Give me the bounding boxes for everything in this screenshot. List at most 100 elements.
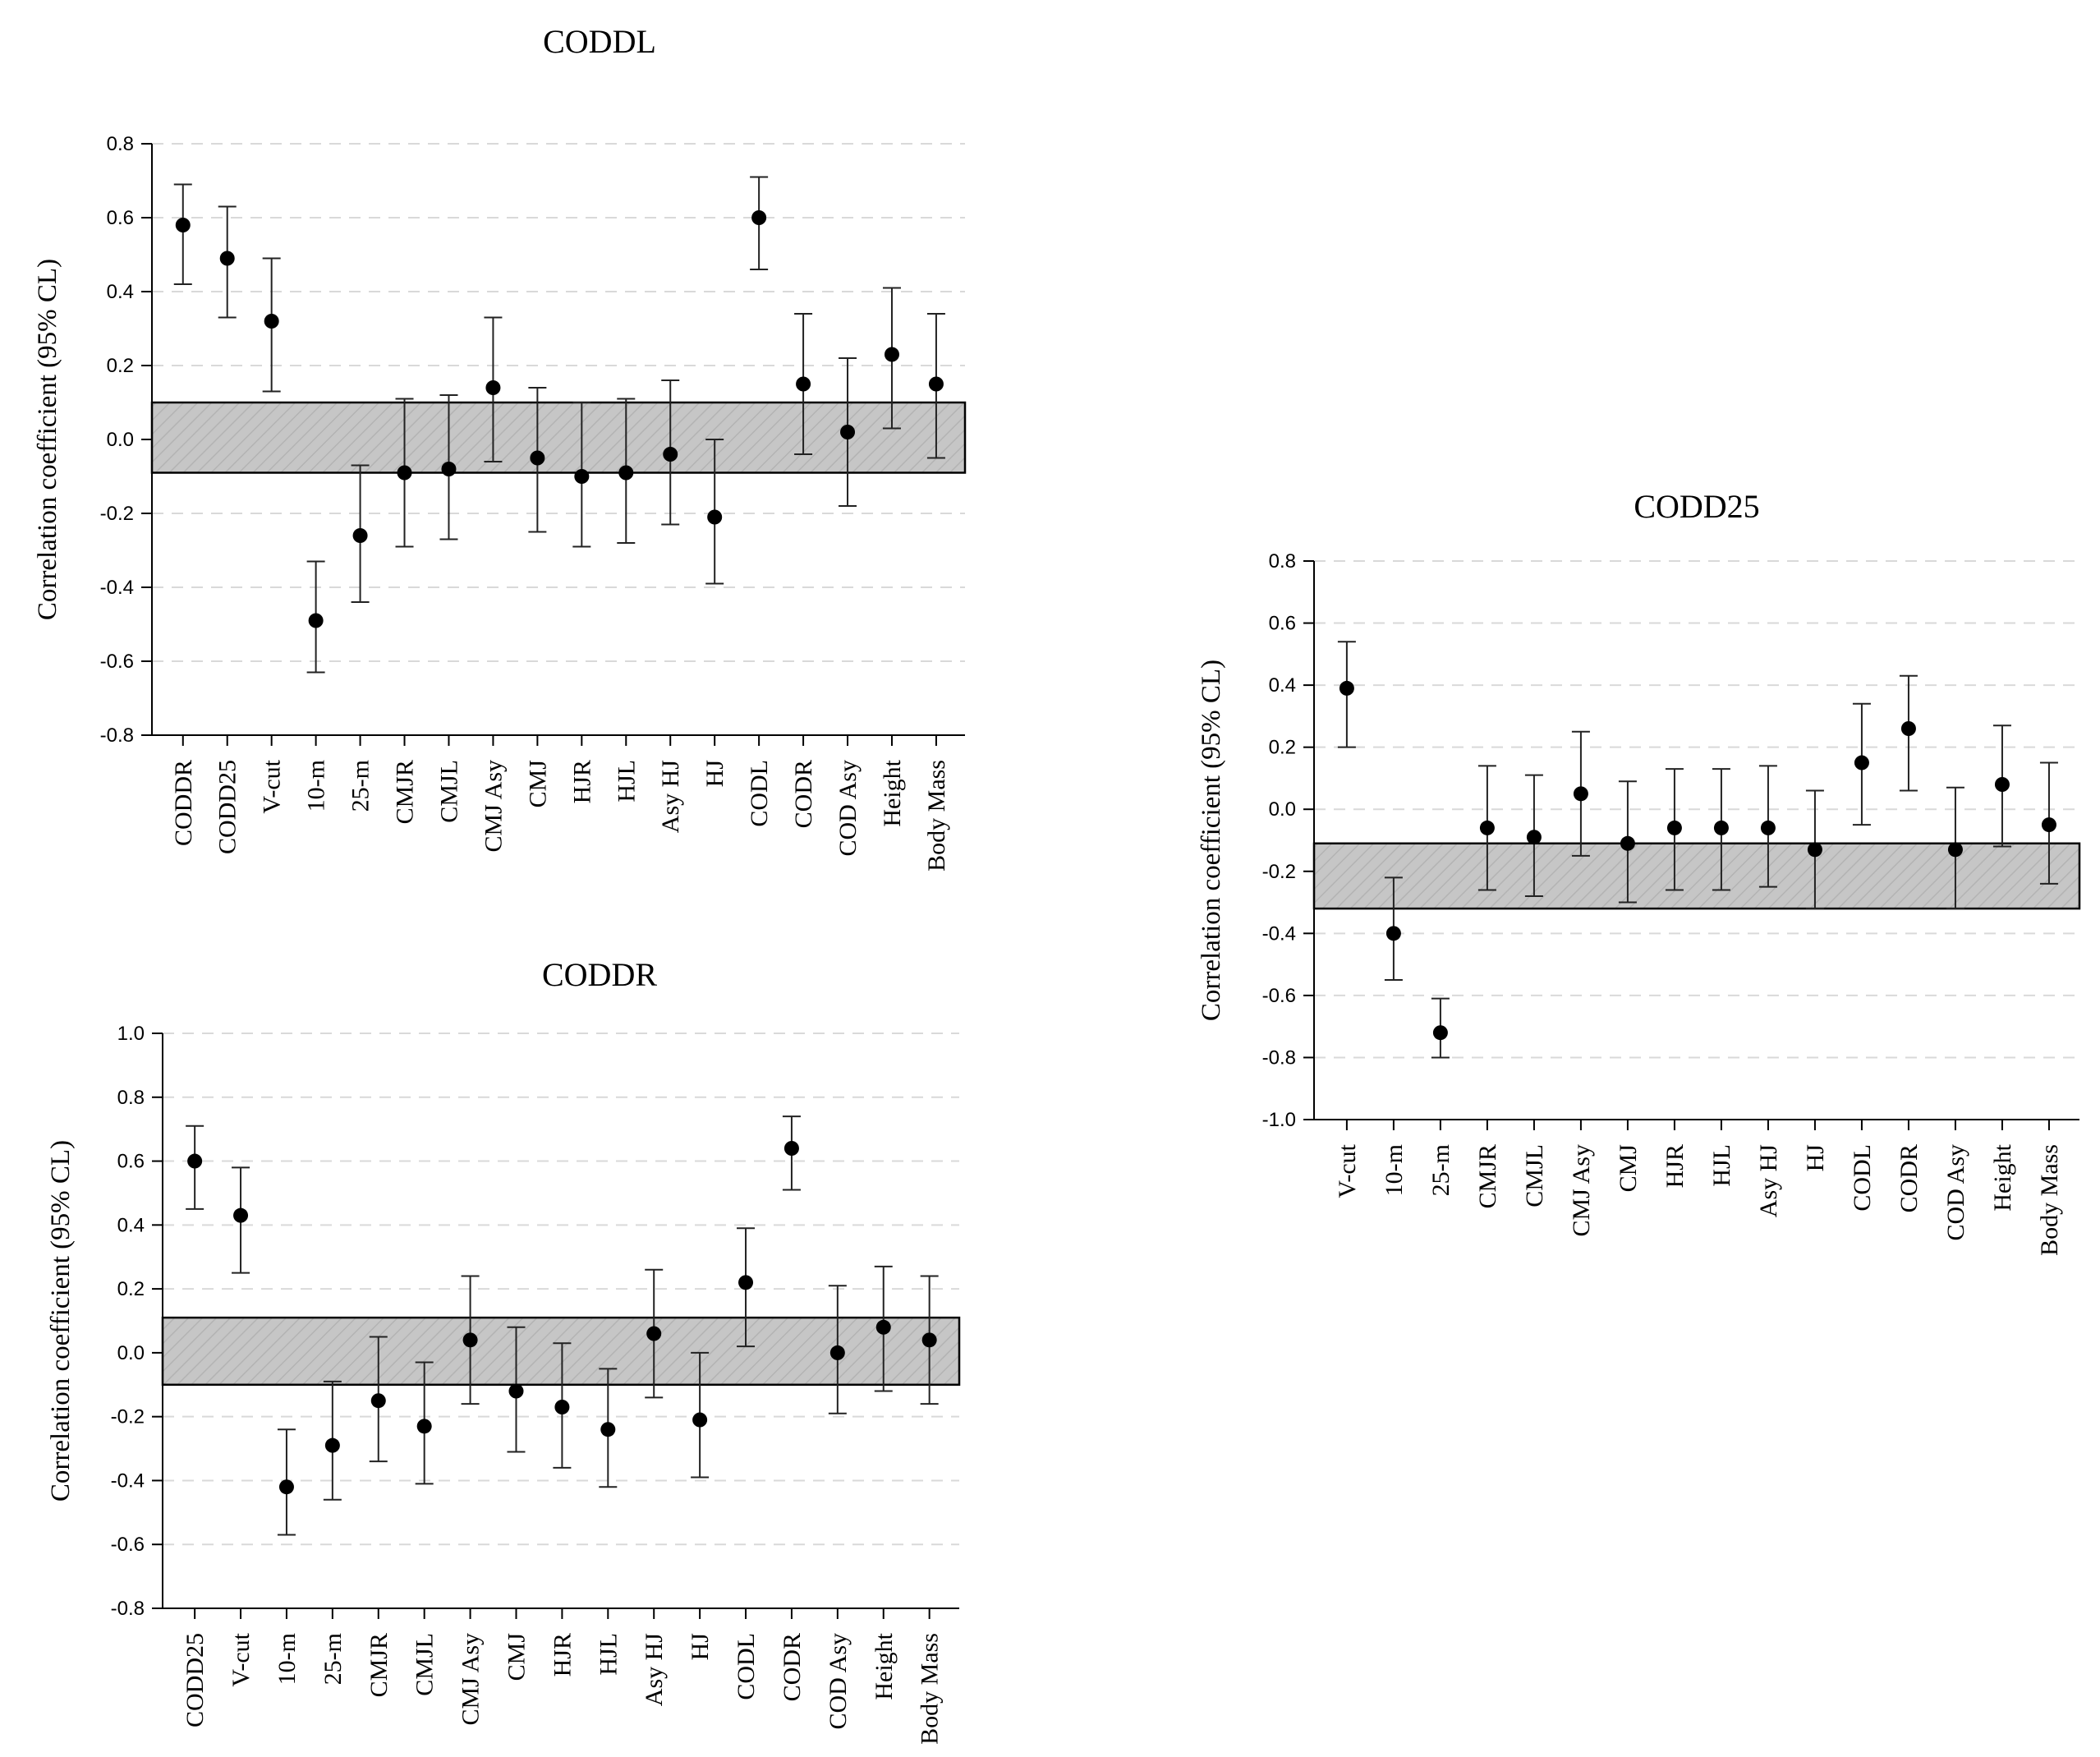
x-tick-label: CODR — [779, 1633, 806, 1701]
x-tick-label: CMJL — [411, 1633, 439, 1696]
data-point — [370, 1393, 386, 1409]
x-tick-label: CMJ Asy — [1568, 1144, 1595, 1237]
data-point — [1479, 820, 1495, 835]
y-tick-label: -0.6 — [100, 651, 134, 673]
x-tick-label: CODR — [1896, 1144, 1923, 1212]
x-tick-label: 25-m — [1427, 1144, 1454, 1196]
y-tick-label: -0.4 — [100, 577, 134, 599]
x-tick-label: HJR — [1661, 1144, 1689, 1188]
x-tick-label: CODD25 — [182, 1633, 209, 1727]
data-point — [646, 1326, 662, 1341]
chart-codd25: CODD25 Correlation coefficient (95% CL) -1… — [1197, 488, 2081, 1256]
data-point — [441, 462, 457, 476]
data-point — [1900, 721, 1916, 736]
y-tick-label: 0.2 — [117, 1278, 145, 1300]
data-point — [219, 251, 235, 266]
y-tick-label: 0.0 — [117, 1342, 145, 1364]
data-point — [618, 465, 634, 481]
x-tick-label: CMJ — [503, 1633, 530, 1681]
data-point — [1573, 786, 1588, 802]
trivial-effect-band — [1312, 842, 2081, 910]
data-point — [1666, 820, 1682, 835]
data-point — [928, 376, 944, 392]
y-axis-label: Correlation coefficient (95% CL) — [33, 259, 62, 620]
x-tick-label: 10-m — [1381, 1144, 1408, 1196]
data-point — [574, 469, 590, 484]
data-point — [829, 1345, 845, 1360]
x-tick-label: COD Asy — [825, 1633, 852, 1730]
y-tick-label: 0.6 — [1269, 613, 1296, 635]
data-point — [738, 1275, 754, 1290]
x-tick-label: HJL — [613, 760, 640, 803]
data-point — [1760, 820, 1776, 835]
chart-title: CODD25 — [1634, 488, 1759, 525]
data-point — [751, 210, 767, 225]
x-tick-label: CMJ Asy — [457, 1633, 485, 1726]
x-tick-label: COD Asy — [1942, 1144, 1969, 1241]
x-tick-label: CODL — [733, 1633, 760, 1700]
y-tick-label: 0.2 — [1269, 737, 1296, 759]
y-tick-label: 0.4 — [117, 1214, 145, 1236]
data-point — [233, 1207, 249, 1223]
x-tick-label: CODL — [1849, 1144, 1876, 1212]
trivial-effect-band — [161, 1316, 961, 1387]
data-point — [416, 1419, 432, 1434]
x-tick-label: Asy HJ — [657, 760, 684, 834]
data-point — [1432, 1025, 1448, 1041]
data-point — [554, 1400, 570, 1414]
y-tick-label: -0.8 — [100, 724, 134, 747]
data-point — [1526, 830, 1542, 845]
x-tick-label: HJ — [1802, 1144, 1829, 1172]
x-tick-label: Height — [1989, 1143, 2016, 1211]
data-point — [1854, 755, 1869, 770]
x-tick-label: CMJL — [1521, 1144, 1548, 1207]
x-tick-label: CMJR — [392, 760, 419, 824]
y-tick-label: -0.8 — [1262, 1046, 1296, 1069]
y-tick-label: 0.8 — [107, 133, 134, 155]
x-tick-label: CMJR — [365, 1633, 393, 1697]
data-point — [1994, 777, 2010, 792]
x-tick-label: V-cut — [227, 1632, 255, 1686]
x-tick-label: V-cut — [259, 759, 286, 813]
x-tick-label: 10-m — [273, 1633, 301, 1685]
x-tick-label: HJR — [568, 760, 595, 803]
trivial-effect-band — [150, 401, 967, 474]
y-tick-label: -0.6 — [1262, 985, 1296, 1007]
data-point — [875, 1319, 891, 1335]
data-point — [397, 465, 412, 481]
x-tick-label: CMJL — [435, 760, 462, 823]
x-tick-label: CODD25 — [214, 760, 241, 854]
x-tick-label: COD Asy — [834, 760, 862, 857]
x-tick-label: HJ — [701, 760, 728, 788]
data-point — [692, 1412, 708, 1428]
y-tick-label: -0.2 — [100, 503, 134, 525]
data-point — [2041, 817, 2056, 833]
y-tick-label: -0.4 — [111, 1470, 145, 1492]
chart-title: CODDL — [543, 23, 656, 60]
y-tick-label: 0.6 — [117, 1151, 145, 1173]
x-tick-label: Height — [879, 759, 906, 826]
y-tick-label: 1.0 — [117, 1023, 145, 1045]
x-tick-label: HJR — [549, 1633, 576, 1677]
x-tick-label: CODR — [790, 760, 817, 828]
x-tick-label: Height — [871, 1632, 898, 1700]
y-tick-label: 0.4 — [107, 281, 134, 303]
y-tick-label: -1.0 — [1262, 1109, 1296, 1131]
data-point — [884, 347, 899, 362]
data-point — [921, 1332, 937, 1348]
data-point — [1807, 842, 1822, 858]
y-tick-label: -0.2 — [111, 1406, 145, 1428]
data-point — [175, 218, 191, 232]
x-tick-label: Asy HJ — [641, 1633, 668, 1707]
x-tick-label: CMJR — [1474, 1144, 1501, 1208]
x-tick-label: CMJ — [1615, 1144, 1642, 1193]
y-tick-label: 0.0 — [1269, 798, 1296, 821]
data-point — [264, 314, 279, 329]
x-tick-label: Body Mass — [2036, 1144, 2063, 1256]
data-point — [796, 376, 811, 392]
x-tick-label: 25-m — [347, 760, 375, 812]
y-tick-label: 0.4 — [1269, 674, 1296, 697]
x-tick-label: Body Mass — [923, 760, 950, 872]
chart-coddr: CODDR Correlation coefficient (95% CL) -0.… — [46, 956, 961, 1745]
